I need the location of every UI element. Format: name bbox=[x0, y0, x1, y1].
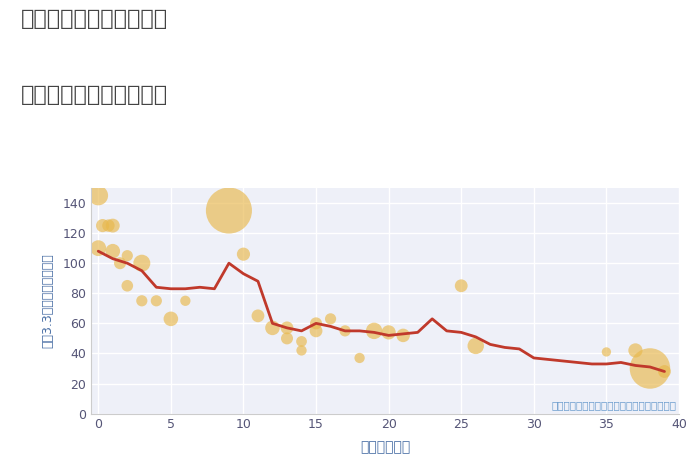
Point bbox=[354, 354, 365, 362]
Point bbox=[659, 368, 670, 375]
Text: 円の大きさは、取引のあった物件面積を示す: 円の大きさは、取引のあった物件面積を示す bbox=[551, 400, 676, 411]
Point bbox=[92, 192, 104, 199]
Point bbox=[340, 327, 351, 335]
Point bbox=[136, 259, 148, 267]
Point bbox=[223, 207, 235, 214]
Point bbox=[310, 320, 321, 327]
Point bbox=[107, 222, 118, 229]
Point bbox=[97, 222, 108, 229]
Point bbox=[150, 297, 162, 305]
Point bbox=[136, 297, 148, 305]
Point bbox=[470, 342, 482, 350]
Point bbox=[281, 335, 293, 342]
Point bbox=[398, 332, 409, 339]
X-axis label: 築年数（年）: 築年数（年） bbox=[360, 440, 410, 454]
Point bbox=[645, 365, 656, 372]
Point bbox=[253, 312, 264, 320]
Point bbox=[114, 259, 125, 267]
Point bbox=[296, 337, 307, 345]
Point bbox=[107, 247, 118, 255]
Point bbox=[180, 297, 191, 305]
Y-axis label: 坪（3.3㎡）単価（万円）: 坪（3.3㎡）単価（万円） bbox=[41, 253, 54, 348]
Point bbox=[238, 251, 249, 258]
Point bbox=[92, 244, 104, 252]
Text: 築年数別中古戸建て価格: 築年数別中古戸建て価格 bbox=[21, 85, 168, 105]
Point bbox=[601, 348, 612, 356]
Text: 神奈川県厚木市温水西の: 神奈川県厚木市温水西の bbox=[21, 9, 168, 30]
Point bbox=[122, 282, 133, 290]
Point bbox=[383, 329, 394, 336]
Point bbox=[122, 252, 133, 259]
Point bbox=[267, 324, 278, 332]
Point bbox=[325, 315, 336, 322]
Point bbox=[456, 282, 467, 290]
Point bbox=[310, 327, 321, 335]
Point bbox=[165, 315, 176, 322]
Point bbox=[368, 327, 379, 335]
Point bbox=[281, 324, 293, 332]
Point bbox=[296, 347, 307, 354]
Point bbox=[630, 347, 641, 354]
Point bbox=[103, 222, 114, 229]
